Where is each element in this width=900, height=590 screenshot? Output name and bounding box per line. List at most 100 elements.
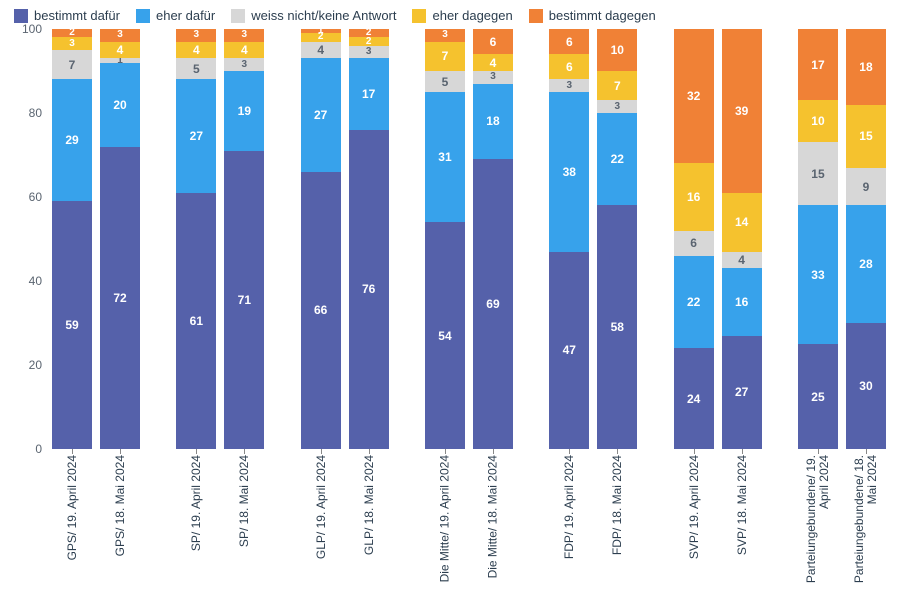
segment-eher_dagegen: 7 <box>425 42 465 71</box>
bar-group-GLP: 66274217617322 <box>301 29 389 449</box>
y-tick: 0 <box>14 442 42 456</box>
segment-bestimmt_dafuer: 71 <box>224 151 264 449</box>
bar[interactable]: 6627421 <box>301 29 341 449</box>
segment-value: 6 <box>490 36 497 48</box>
segment-bestimmt_dafuer: 61 <box>176 193 216 449</box>
segment-weiss_nicht: 3 <box>473 71 513 84</box>
segment-eher_dagegen: 3 <box>52 37 92 50</box>
bar[interactable]: 71 19 3 4 3 <box>224 29 264 449</box>
segment-value: 66 <box>314 304 327 316</box>
segment-eher_dafuer: 27 <box>301 58 341 171</box>
segment-value: 6 <box>690 237 697 249</box>
segment-eher_dafuer: 16 <box>722 268 762 335</box>
x-tick-mark <box>617 449 618 454</box>
segment-value: 10 <box>611 44 624 56</box>
bar[interactable]: 69 18 3 4 6 <box>473 29 513 449</box>
segment-value: 7 <box>69 59 76 71</box>
segment-eher_dafuer: 33 <box>798 205 838 344</box>
x-label-group: Die Mitte/ 19. April 2024Die Mitte/ 18. … <box>425 449 513 589</box>
segment-value: 3 <box>194 30 200 40</box>
x-tick-mark <box>369 449 370 454</box>
segment-bestimmt_dagegen: 2 <box>52 29 92 37</box>
segment-value: 17 <box>362 88 375 100</box>
y-tick: 80 <box>14 106 42 120</box>
segment-bestimmt_dagegen: 3 <box>100 29 140 42</box>
segment-eher_dafuer: 29 <box>52 79 92 201</box>
legend-label: eher dafür <box>156 8 215 23</box>
segment-eher_dagegen: 4 <box>224 42 264 59</box>
bar[interactable]: 271641439 <box>722 29 762 449</box>
y-tick: 60 <box>14 190 42 204</box>
segment-bestimmt_dagegen: 6 <box>473 29 513 54</box>
x-tick-label: GLP/ 19. April 2024 <box>301 449 341 589</box>
segment-value: 76 <box>362 283 375 295</box>
bar[interactable]: 5929732 <box>52 29 92 449</box>
segment-value: 22 <box>611 153 624 165</box>
segment-eher_dafuer: 22 <box>674 256 714 348</box>
segment-eher_dagegen: 4 <box>473 54 513 71</box>
legend-item-eher_dagegen[interactable]: eher dagegen <box>412 8 512 23</box>
x-tick-text: Die Mitte/ 18. Mai 2024 <box>486 455 499 590</box>
x-tick-mark <box>742 449 743 454</box>
legend-label: weiss nicht/keine Antwort <box>251 8 396 23</box>
segment-value: 61 <box>190 315 203 327</box>
segment-value: 20 <box>113 99 126 111</box>
segment-value: 3 <box>242 30 248 40</box>
segment-value: 14 <box>735 216 748 228</box>
segment-bestimmt_dagegen: 2 <box>349 29 389 37</box>
segment-value: 4 <box>490 57 497 69</box>
segment-value: 18 <box>486 115 499 127</box>
x-label-group: FDP/ 19. April 2024FDP/ 18. Mai 2024 <box>549 449 637 589</box>
segment-weiss_nicht: 3 <box>349 46 389 59</box>
bar[interactable]: 242261632 <box>674 29 714 449</box>
segment-value: 3 <box>242 60 248 70</box>
bar[interactable]: 302891518 <box>846 29 886 449</box>
x-tick-label: SP/ 19. April 2024 <box>176 449 216 589</box>
legend-item-bestimmt_dagegen[interactable]: bestimmt dagegen <box>529 8 656 23</box>
segment-eher_dafuer: 38 <box>549 92 589 252</box>
x-tick-text: Parteiungebundene/ 19. April 2024 <box>805 455 831 590</box>
segment-weiss_nicht: 5 <box>176 58 216 79</box>
segment-value: 58 <box>611 321 624 333</box>
segment-value: 32 <box>687 90 700 102</box>
x-tick-label: GPS/ 19. April 2024 <box>52 449 92 589</box>
segment-value: 31 <box>438 151 451 163</box>
segment-eher_dafuer: 27 <box>176 79 216 192</box>
plot: 020406080100 592973272201436127543711934… <box>22 29 886 449</box>
x-tick-text: GLP/ 18. Mai 2024 <box>362 455 376 555</box>
segment-value: 19 <box>238 105 251 117</box>
legend-item-eher_dafuer[interactable]: eher dafür <box>136 8 215 23</box>
segment-weiss_nicht: 4 <box>722 252 762 269</box>
segment-value: 9 <box>863 181 870 193</box>
bar[interactable]: 7617322 <box>349 29 389 449</box>
bar[interactable]: 61 275 4 3 <box>176 29 216 449</box>
x-tick-text: SP/ 19. April 2024 <box>189 455 203 551</box>
segment-bestimmt_dagegen: 17 <box>798 29 838 100</box>
bar[interactable]: 2533151017 <box>798 29 838 449</box>
segment-eher_dafuer: 22 <box>597 113 637 205</box>
segment-value: 27 <box>735 386 748 398</box>
bar[interactable]: 4738366 <box>549 29 589 449</box>
segment-value: 4 <box>193 44 200 56</box>
segment-value: 3 <box>117 30 123 40</box>
x-tick-text: FDP/ 18. Mai 2024 <box>610 455 624 555</box>
segment-eher_dafuer: 20 <box>100 63 140 147</box>
segment-weiss_nicht: 3 <box>549 79 589 92</box>
segment-eher_dafuer: 18 <box>473 84 513 160</box>
bar[interactable]: 58223710 <box>597 29 637 449</box>
legend-item-bestimmt_dafuer[interactable]: bestimmt dafür <box>14 8 120 23</box>
segment-weiss_nicht: 6 <box>674 231 714 256</box>
segment-bestimmt_dafuer: 69 <box>473 159 513 449</box>
segment-eher_dafuer: 19 <box>224 71 264 151</box>
segment-value: 4 <box>241 44 248 56</box>
segment-weiss_nicht: 15 <box>798 142 838 205</box>
bar[interactable]: 5431573 <box>425 29 465 449</box>
segment-value: 47 <box>563 344 576 356</box>
legend-item-weiss_nicht[interactable]: weiss nicht/keine Antwort <box>231 8 396 23</box>
legend-swatch <box>231 9 245 23</box>
segment-value: 5 <box>442 76 449 88</box>
segment-value: 7 <box>442 50 449 62</box>
segment-eher_dafuer: 31 <box>425 92 465 222</box>
bar[interactable]: 7220143 <box>100 29 140 449</box>
x-tick-label: SVP/ 18. Mai 2024 <box>722 449 762 589</box>
